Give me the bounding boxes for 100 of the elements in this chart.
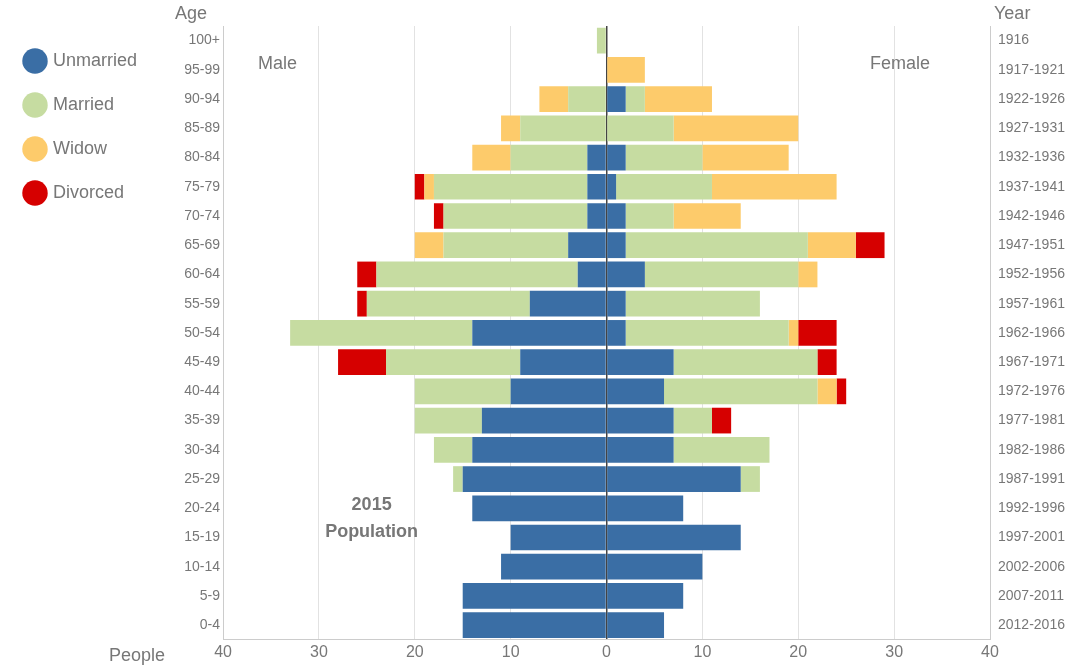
- y2-tick-label: 1917-1921: [998, 60, 1066, 77]
- bar: [414, 407, 482, 434]
- bar: [625, 290, 760, 317]
- x-tick-label: 30: [310, 642, 328, 660]
- bar: [472, 144, 511, 171]
- bar: [664, 378, 818, 405]
- y2-tick-label: 1916: [998, 31, 1030, 48]
- y-tick-label: 15-19: [184, 528, 221, 545]
- bar: [702, 144, 789, 171]
- bar: [673, 115, 799, 142]
- x-tick-label: 10: [693, 642, 712, 660]
- bar: [817, 378, 837, 405]
- bar: [625, 144, 703, 171]
- y-axis-title: Age: [174, 2, 208, 23]
- bar: [788, 320, 799, 346]
- bar: [616, 173, 712, 200]
- bar: [625, 86, 645, 112]
- bar: [501, 115, 521, 142]
- y-tick-label: 100+: [188, 31, 221, 48]
- y2-tick-label: 1997-2001: [998, 528, 1066, 545]
- annotation: 2015 Population: [325, 493, 419, 541]
- y2-tick-label: 1987-1991: [998, 469, 1066, 486]
- y2-tick-label: 1962-1966: [998, 323, 1066, 340]
- bar: [711, 407, 732, 434]
- bar: [607, 56, 645, 83]
- bar: [424, 173, 434, 200]
- bar: [673, 407, 712, 434]
- bar: [433, 173, 588, 200]
- bar: [625, 232, 808, 259]
- bar: [817, 349, 837, 375]
- bar: [443, 232, 569, 259]
- y2-axis-title: Year: [994, 2, 1031, 23]
- annotation: Female: [869, 52, 930, 73]
- bar: [357, 261, 377, 288]
- y-tick-label: 75-79: [184, 177, 221, 194]
- y-tick-label: 50-54: [184, 323, 221, 340]
- y2-tick-label: 2012-2016: [998, 616, 1066, 633]
- x-tick-label: 10: [501, 642, 520, 660]
- bar: [673, 203, 741, 229]
- y2-tick-label: 1937-1941: [998, 177, 1066, 194]
- annotation: Male: [258, 52, 298, 73]
- bar: [673, 349, 818, 375]
- bar: [798, 320, 837, 346]
- bar: [644, 86, 712, 112]
- bar: [366, 290, 530, 317]
- bar: [433, 436, 473, 463]
- y-tick-label: 30-34: [184, 440, 221, 457]
- bar: [414, 378, 511, 405]
- bar: [807, 232, 856, 259]
- bar: [376, 261, 578, 288]
- y-tick-label: 20-24: [184, 499, 221, 516]
- x-tick-label: 20: [405, 642, 424, 660]
- y-tick-label: 95-99: [184, 60, 221, 77]
- x-tick-label: 40: [981, 642, 999, 660]
- bar: [836, 378, 847, 405]
- y-tick-label: 45-49: [184, 352, 221, 369]
- bar: [386, 349, 521, 375]
- legend-label: Divorced: [53, 181, 125, 202]
- y-tick-label: 10-14: [184, 557, 221, 574]
- bar: [433, 203, 444, 229]
- x-tick-label: 40: [214, 642, 233, 660]
- y2-tick-label: 1952-1956: [998, 265, 1066, 282]
- bar: [596, 27, 606, 54]
- legend-label: Widow: [53, 137, 109, 158]
- y-tick-label: 0-4: [199, 616, 221, 633]
- bar: [607, 86, 626, 112]
- y2-tick-label: 1922-1926: [998, 89, 1066, 106]
- y2-tick-label: 1972-1976: [998, 382, 1066, 399]
- bar: [740, 466, 760, 492]
- y2-tick-label: 1932-1936: [998, 148, 1066, 165]
- bar: [338, 349, 387, 375]
- y-tick-label: 55-59: [184, 294, 221, 311]
- y-tick-label: 85-89: [184, 119, 221, 136]
- y2-tick-label: 1942-1946: [998, 206, 1066, 223]
- y-tick-label: 90-94: [184, 89, 221, 106]
- bar: [290, 320, 473, 346]
- bar: [510, 144, 588, 171]
- legend-label: Unmarried: [53, 49, 138, 70]
- y-tick-label: 35-39: [184, 411, 221, 428]
- bar: [453, 466, 463, 492]
- bar: [568, 86, 606, 112]
- bar: [673, 436, 770, 463]
- bar: [711, 173, 837, 200]
- bar: [414, 173, 425, 200]
- y2-tick-label: 2002-2006: [998, 557, 1066, 574]
- y2-tick-label: 1982-1986: [998, 440, 1066, 457]
- bar: [414, 232, 444, 259]
- bar: [798, 261, 818, 288]
- y2-tick-label: 2007-2011: [998, 586, 1065, 603]
- x-axis-title: People: [108, 644, 166, 665]
- bar: [357, 290, 367, 317]
- bar: [644, 261, 799, 288]
- y-tick-label: 80-84: [184, 148, 221, 165]
- y-tick-label: 25-29: [184, 469, 221, 486]
- y2-tick-label: 1947-1951: [998, 236, 1066, 253]
- y2-tick-label: 1977-1981: [998, 411, 1066, 428]
- y2-tick-label: 1992-1996: [998, 499, 1066, 516]
- bar: [625, 320, 789, 346]
- x-tick-label: 20: [789, 642, 808, 660]
- y2-tick-label: 1927-1931: [998, 119, 1066, 136]
